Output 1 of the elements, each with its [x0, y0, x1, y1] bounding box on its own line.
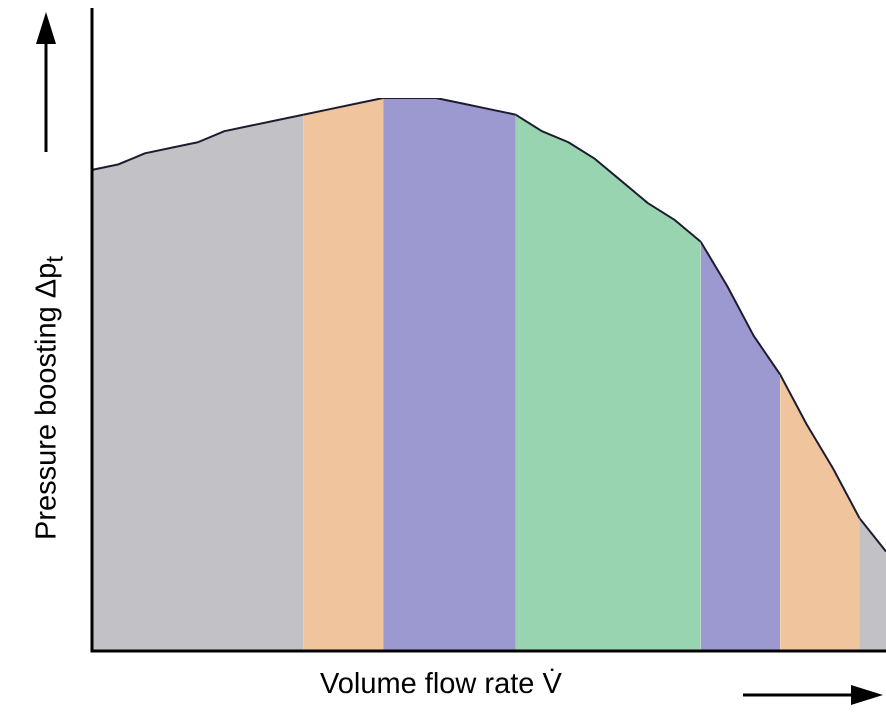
x-axis-title: Volume flow rate V̇ — [320, 668, 562, 701]
